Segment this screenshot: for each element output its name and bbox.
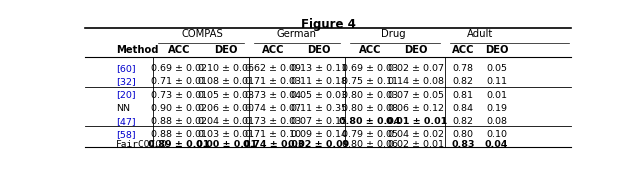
Text: 0.73 ± 0.01: 0.73 ± 0.01 [151, 90, 207, 99]
Text: 0.88 ± 0.01: 0.88 ± 0.01 [151, 130, 207, 139]
Text: FairCOCCO: FairCOCCO [116, 140, 168, 149]
Text: ACC: ACC [168, 45, 191, 55]
Text: 0.69 ± 0.03: 0.69 ± 0.03 [342, 64, 398, 73]
Text: 0.07 ± 0.05: 0.07 ± 0.05 [388, 90, 444, 99]
Text: 0.80 ± 0.04: 0.80 ± 0.04 [339, 117, 401, 126]
Text: 0.19: 0.19 [486, 104, 507, 113]
Text: 0.02 ± 0.09: 0.02 ± 0.09 [289, 140, 349, 149]
Text: 0.78: 0.78 [452, 64, 474, 73]
Text: 0.04: 0.04 [485, 140, 508, 149]
Text: 0.04 ± 0.02: 0.04 ± 0.02 [388, 130, 444, 139]
Text: 0.14 ± 0.08: 0.14 ± 0.08 [388, 77, 444, 86]
Text: 0.90 ± 0.02: 0.90 ± 0.02 [151, 104, 207, 113]
Text: 0.81: 0.81 [452, 90, 474, 99]
Text: 0.74 ± 0.03: 0.74 ± 0.03 [243, 140, 304, 149]
Text: 0.80: 0.80 [452, 130, 474, 139]
Text: 0.11 ± 0.18: 0.11 ± 0.18 [291, 77, 347, 86]
Text: DEO: DEO [485, 45, 508, 55]
Text: DEO: DEO [214, 45, 238, 55]
Text: 0.80 ± 0.06: 0.80 ± 0.06 [342, 140, 398, 149]
Text: 0.01: 0.01 [486, 90, 507, 99]
Text: 0.10: 0.10 [486, 130, 507, 139]
Text: 0.73 ± 0.03: 0.73 ± 0.03 [245, 117, 301, 126]
Text: [60]: [60] [116, 64, 135, 73]
Text: DEO: DEO [307, 45, 331, 55]
Text: 0.00 ± 0.01: 0.00 ± 0.01 [196, 140, 257, 149]
Text: 0.06 ± 0.00: 0.06 ± 0.00 [198, 104, 254, 113]
Text: 0.71 ± 0.01: 0.71 ± 0.01 [151, 77, 207, 86]
Text: [20]: [20] [116, 90, 135, 99]
Text: 0.08 ± 0.01: 0.08 ± 0.01 [198, 77, 254, 86]
Text: Drug: Drug [381, 29, 406, 39]
Text: 0.62 ± 0.09: 0.62 ± 0.09 [246, 64, 301, 73]
Text: 0.71 ± 0.03: 0.71 ± 0.03 [245, 77, 301, 86]
Text: Adult: Adult [467, 29, 493, 39]
Text: 0.11: 0.11 [486, 77, 507, 86]
Text: 0.08: 0.08 [486, 117, 507, 126]
Text: 0.05 ± 0.03: 0.05 ± 0.03 [291, 90, 347, 99]
Text: 0.84: 0.84 [452, 104, 474, 113]
Text: ACC: ACC [452, 45, 474, 55]
Text: 0.09 ± 0.14: 0.09 ± 0.14 [291, 130, 347, 139]
Text: 0.04 ± 0.01: 0.04 ± 0.01 [198, 117, 254, 126]
Text: 0.05: 0.05 [486, 64, 507, 73]
Text: [32]: [32] [116, 77, 136, 86]
Text: 0.79 ± 0.05: 0.79 ± 0.05 [342, 130, 398, 139]
Text: 0.02 ± 0.01: 0.02 ± 0.01 [388, 140, 444, 149]
Text: 0.69 ± 0.02: 0.69 ± 0.02 [151, 64, 207, 73]
Text: 0.01 ± 0.01: 0.01 ± 0.01 [386, 117, 447, 126]
Text: 0.73 ± 0.04: 0.73 ± 0.04 [245, 90, 301, 99]
Text: Figure 4: Figure 4 [301, 18, 355, 31]
Text: [47]: [47] [116, 117, 135, 126]
Text: 0.80 ± 0.08: 0.80 ± 0.08 [342, 104, 398, 113]
Text: German: German [276, 29, 316, 39]
Text: 0.82: 0.82 [452, 117, 474, 126]
Text: DEO: DEO [404, 45, 428, 55]
Text: [58]: [58] [116, 130, 135, 139]
Text: ACC: ACC [359, 45, 381, 55]
Text: 0.05 ± 0.03: 0.05 ± 0.03 [198, 90, 254, 99]
Text: COMPAS: COMPAS [182, 29, 223, 39]
Text: 0.88 ± 0.02: 0.88 ± 0.02 [151, 117, 207, 126]
Text: 0.75 ± 0.11: 0.75 ± 0.11 [342, 77, 398, 86]
Text: 0.89 ± 0.01: 0.89 ± 0.01 [148, 140, 210, 149]
Text: 0.11 ± 0.35: 0.11 ± 0.35 [291, 104, 347, 113]
Text: 0.83: 0.83 [451, 140, 475, 149]
Text: 0.71 ± 0.10: 0.71 ± 0.10 [246, 130, 301, 139]
Text: 0.13 ± 0.11: 0.13 ± 0.11 [291, 64, 347, 73]
Text: ACC: ACC [262, 45, 285, 55]
Text: NN: NN [116, 104, 130, 113]
Text: Method: Method [116, 45, 158, 55]
Text: 0.06 ± 0.12: 0.06 ± 0.12 [388, 104, 444, 113]
Text: 0.07 ± 0.15: 0.07 ± 0.15 [291, 117, 347, 126]
Text: 0.74 ± 0.07: 0.74 ± 0.07 [246, 104, 301, 113]
Text: 0.80 ± 0.03: 0.80 ± 0.03 [342, 90, 398, 99]
Text: 0.03 ± 0.01: 0.03 ± 0.01 [198, 130, 254, 139]
Text: 0.82: 0.82 [452, 77, 474, 86]
Text: 0.02 ± 0.07: 0.02 ± 0.07 [388, 64, 444, 73]
Text: 0.10 ± 0.06: 0.10 ± 0.06 [198, 64, 254, 73]
